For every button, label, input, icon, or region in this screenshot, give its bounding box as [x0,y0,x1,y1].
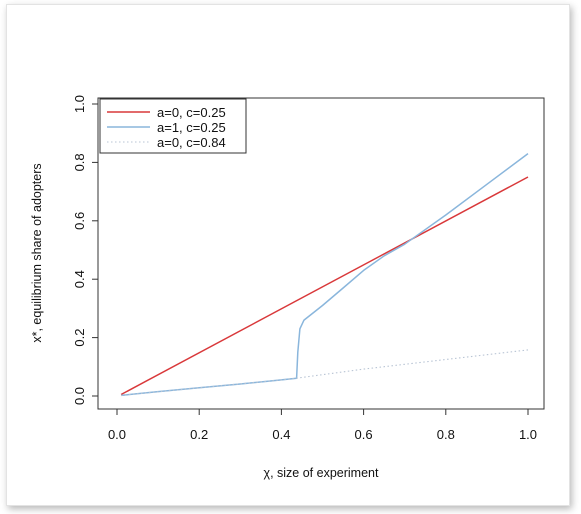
legend-label: a=0, c=0.84 [157,135,226,150]
series-line-2 [121,349,529,396]
x-tick-label: 0.0 [108,427,126,442]
y-tick-label: 0.0 [72,387,87,405]
y-axis: 0.0 0.2 0.4 0.6 0.8 1.0 [72,95,99,405]
x-tick-label: 0.4 [272,427,290,442]
y-axis-title: x*, equilibrium share of adopters [30,163,44,342]
legend-box [99,98,247,154]
x-axis: 0.0 0.2 0.4 0.6 0.8 1.0 [108,408,537,442]
y-tick-label: 0.8 [72,153,87,171]
x-tick-label: 0.2 [190,427,208,442]
series-line-1 [121,152,529,397]
x-tick-label: 1.0 [519,427,537,442]
chart-frame [6,4,570,506]
series-line-0 [120,176,529,396]
series-layer [120,152,529,397]
legend-label: a=0, c=0.25 [157,105,226,120]
x-tick-label: 0.6 [355,427,373,442]
y-tick-label: 0.2 [72,329,87,347]
legend-label: a=1, c=0.25 [157,120,226,135]
y-tick-label: 0.6 [72,212,87,230]
y-tick-label: 1.0 [72,95,87,113]
legend: a=0, c=0.25a=1, c=0.25a=0, c=0.84 [99,98,247,154]
y-tick-label: 0.4 [72,270,87,288]
x-tick-label: 0.8 [437,427,455,442]
x-axis-title: χ, size of experiment [264,466,379,480]
